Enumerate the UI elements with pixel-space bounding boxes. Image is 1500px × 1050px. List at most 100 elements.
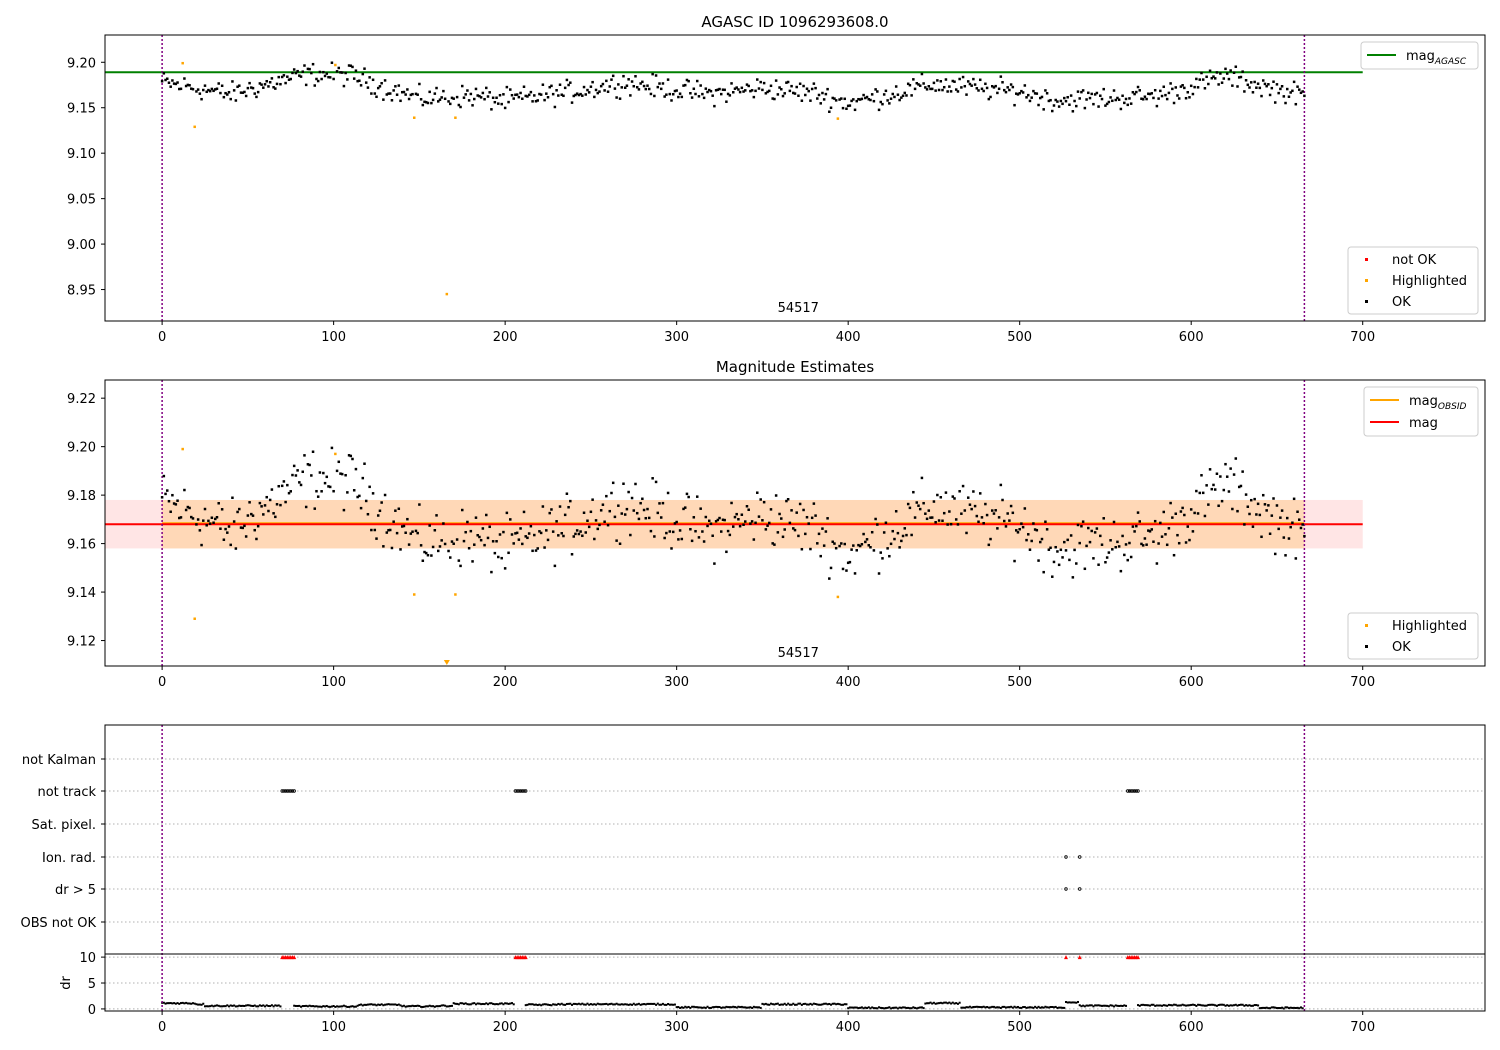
ok-point (1298, 518, 1301, 521)
ok-point (665, 93, 668, 96)
dr-point (631, 1003, 634, 1006)
ok-point (203, 507, 207, 511)
ok-point (371, 78, 375, 82)
ok-point (351, 65, 354, 69)
dr-point (608, 1003, 611, 1006)
legend-mag-obsid-sub: OBSID (1438, 402, 1467, 412)
dr-point (452, 1002, 455, 1005)
dr-point (785, 1003, 788, 1006)
ok-point (654, 480, 658, 484)
dr-y-tick-label: 0 (88, 1003, 96, 1018)
ok-point (1021, 525, 1025, 529)
dr-point (773, 1003, 776, 1006)
ok-point (603, 520, 606, 523)
ok-point (579, 530, 582, 533)
dr-point (809, 1002, 812, 1005)
x-tick-label: 700 (1350, 330, 1375, 345)
ok-point (551, 530, 555, 533)
ok-point (804, 93, 807, 97)
x-tick-label: 200 (493, 1020, 518, 1035)
ok-point (781, 535, 785, 539)
ok-point (586, 88, 589, 92)
ok-point (534, 549, 538, 552)
dr-point (1274, 1006, 1277, 1009)
ok-point (949, 90, 953, 93)
ok-point (879, 551, 883, 554)
ok-point (495, 540, 498, 543)
ok-point (673, 89, 677, 93)
ok-point (313, 507, 317, 510)
ok-point (1184, 541, 1188, 544)
ok-point (1157, 542, 1160, 545)
ok-point (1222, 77, 1226, 80)
ok-point (478, 94, 481, 98)
ok-point (1208, 468, 1212, 471)
ok-point (630, 80, 634, 83)
ok-point (1068, 103, 1071, 106)
ok-point (1037, 103, 1040, 107)
ok-point (1227, 77, 1231, 81)
dr-point (948, 1001, 951, 1004)
ok-point (1140, 542, 1143, 546)
off-scale-highlighted-marker (443, 660, 450, 665)
ok-point (1224, 67, 1227, 71)
dr-point (811, 1003, 814, 1006)
dr-point (790, 1003, 793, 1006)
ok-point (1198, 78, 1202, 81)
ok-point (754, 89, 757, 93)
ok-point (1164, 533, 1167, 536)
ok-point (1303, 94, 1306, 98)
ok-point (214, 517, 217, 521)
ok-point (764, 528, 768, 531)
dr-point (896, 1007, 899, 1010)
dr-point (567, 1002, 570, 1005)
ok-point (171, 493, 174, 497)
ok-point (265, 79, 268, 83)
ok-point (521, 542, 524, 546)
ok-point (461, 84, 464, 88)
dr-point (824, 1002, 827, 1005)
ok-point (1116, 540, 1119, 544)
ok-point (1243, 523, 1246, 526)
ok-point (774, 79, 778, 82)
dr-point (480, 1003, 483, 1006)
dr-point (866, 1007, 869, 1010)
x-tick-label: 600 (1179, 675, 1204, 690)
y-tick-label: 9.14 (67, 586, 96, 601)
flag-point (283, 789, 288, 793)
ok-point (1138, 520, 1141, 523)
ok-point (493, 100, 497, 104)
ok-point (1117, 98, 1121, 101)
ok-point (1268, 93, 1272, 97)
dr-point (277, 1004, 280, 1007)
ok-point (1282, 95, 1286, 98)
x-tick-label: 0 (158, 330, 166, 345)
agasc-magnitude-panel: AGASC ID 1096293608.0 0 100 200 300 400 500 60… (67, 13, 1486, 345)
ok-point (937, 519, 941, 522)
ok-point (929, 516, 932, 519)
ok-point (443, 542, 447, 546)
ok-point (978, 492, 982, 495)
ok-point (627, 78, 630, 81)
legend2-highlighted-marker (1365, 624, 1368, 627)
ok-point (1301, 90, 1304, 93)
ok-point (565, 492, 569, 495)
ok-point (1135, 524, 1138, 528)
dr-point (581, 1002, 584, 1005)
dr-point (649, 1002, 652, 1005)
ok-point (1117, 545, 1121, 548)
ok-point (747, 84, 750, 88)
ok-point (205, 90, 208, 94)
dr-point (1116, 1004, 1119, 1007)
dr-point (1260, 1006, 1263, 1009)
dr-point (620, 1003, 623, 1006)
ok-point (515, 93, 519, 96)
ok-point (1040, 537, 1044, 541)
ok-point (1030, 539, 1033, 543)
ok-point (519, 91, 522, 95)
ok-point (438, 98, 442, 101)
ok-point (186, 83, 190, 87)
ok-point (533, 533, 536, 537)
dr-point (502, 1003, 505, 1006)
ok-point (1111, 548, 1114, 551)
